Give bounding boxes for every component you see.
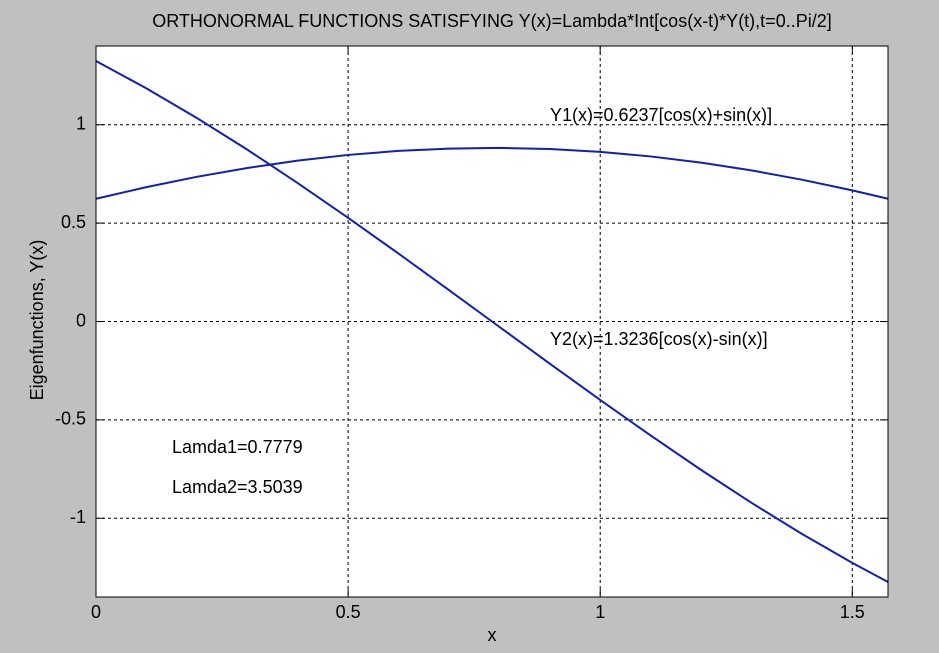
y-axis-label: Eigenfunctions, Y(x) (27, 240, 47, 401)
y-tick-label: 1 (76, 113, 86, 133)
x-tick-label: 0.5 (336, 602, 361, 622)
x-tick-label: 1 (595, 602, 605, 622)
x-tick-label: 0 (91, 602, 101, 622)
plot-layer: -1 -0.5 0 0.5 1 0 0.5 1 1.5 (55, 46, 889, 622)
y-tick-label: 0 (76, 310, 86, 330)
y-tick-label: 0.5 (61, 212, 86, 232)
annotation: Y1(x)=0.6237[cos(x)+sin(x)] (550, 105, 772, 125)
x-axis-label: x (488, 625, 497, 645)
annotation: Lamda1=0.7779 (172, 437, 303, 457)
annotation: Lamda2=3.5039 (172, 477, 303, 497)
y-tick-label: -0.5 (55, 409, 86, 429)
axes-box (95, 45, 889, 598)
annotation: Y2(x)=1.3236[cos(x)-sin(x)] (550, 329, 768, 349)
series-line (95, 146, 889, 200)
chart-title: ORTHONORMAL FUNCTIONS SATISFYING Y(x)=La… (152, 11, 831, 31)
x-tick-label: 1.5 (840, 602, 865, 622)
series-line (95, 60, 889, 583)
y-tick-label: -1 (70, 507, 86, 527)
